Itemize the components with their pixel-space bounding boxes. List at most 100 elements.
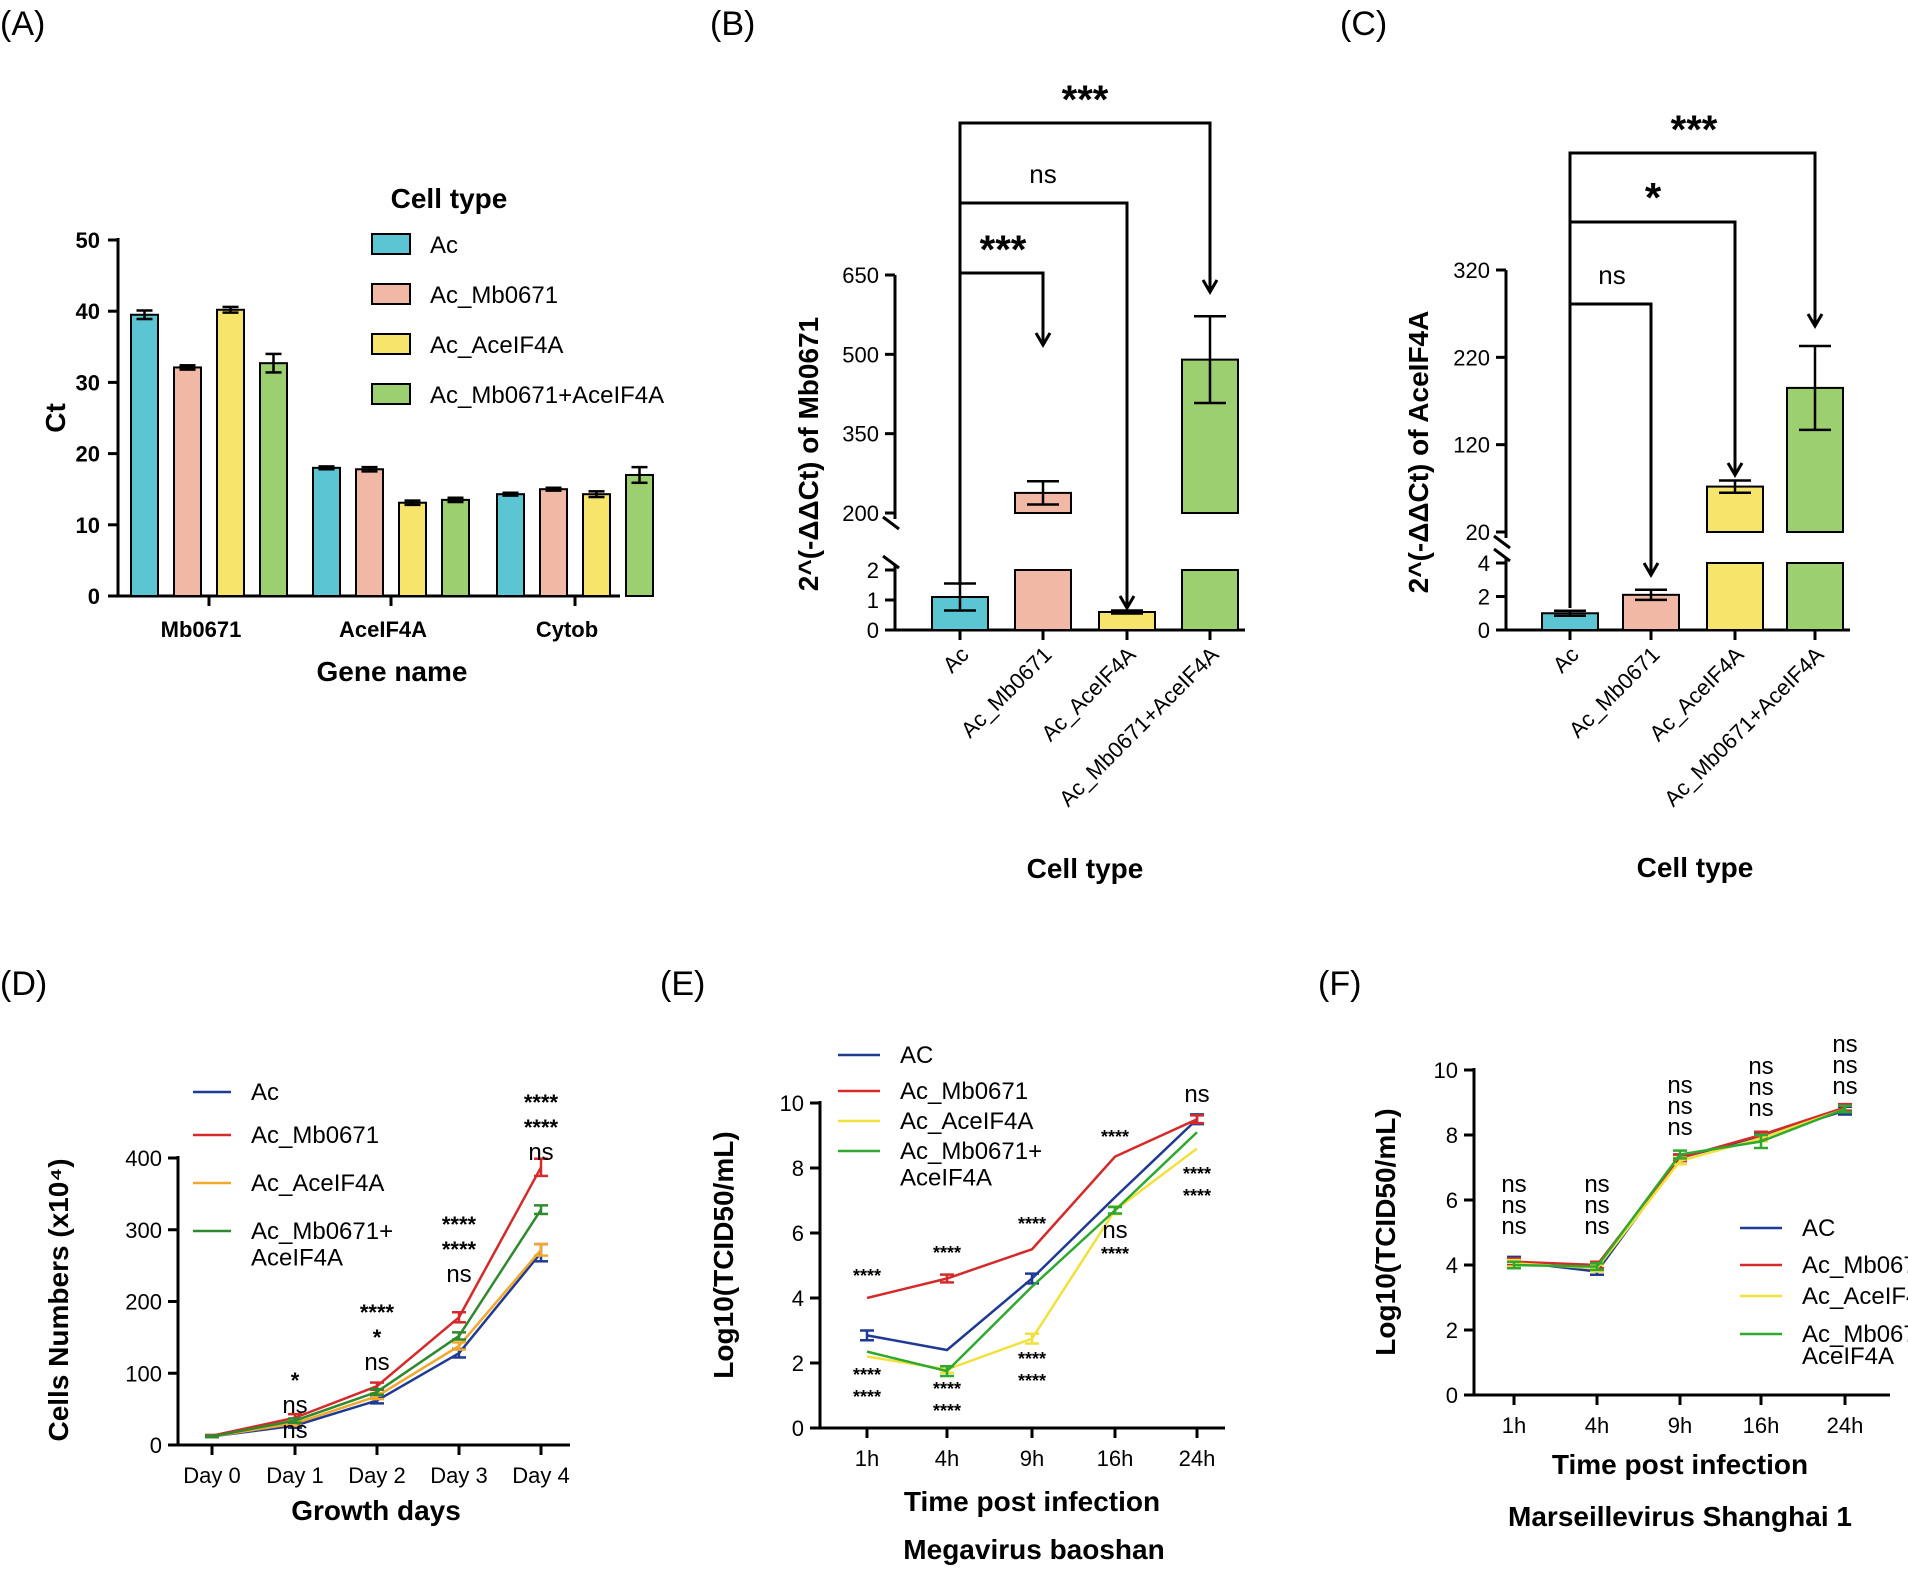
x-tick-label: 16h: [1097, 1446, 1134, 1471]
y-axis-label: 2^(-ΔΔCt) of Mb0671: [793, 317, 824, 591]
error-bar: [1754, 1133, 1768, 1150]
y-tick-label: 400: [125, 1146, 162, 1171]
x-tick-label: 1h: [855, 1446, 879, 1471]
significance-label: ns: [1748, 1074, 1773, 1101]
y-tick-label: 10: [780, 1091, 804, 1116]
error-bar: [502, 491, 519, 497]
significance-label: ns: [1584, 1171, 1609, 1198]
bar: [312, 466, 341, 597]
y-tick-label: 4: [1478, 551, 1490, 576]
x-tick-label: Ac: [1548, 642, 1584, 678]
error-bar: [1719, 479, 1751, 494]
y-tick-label: 320: [1453, 258, 1490, 283]
chart-title: Megavirus baoshan: [903, 1534, 1164, 1565]
error-bar: [265, 352, 282, 374]
series-line: [1507, 1104, 1852, 1272]
panel-label: (E): [660, 965, 705, 1003]
legend-label: Ac_AceIF4A: [900, 1108, 1033, 1135]
x-axis-label: Time post infection: [904, 1486, 1160, 1517]
legend-label: AC: [1802, 1215, 1835, 1242]
error-bar: [631, 465, 648, 485]
y-tick-label: 10: [1434, 1058, 1458, 1083]
y-tick-label: 40: [76, 299, 100, 324]
significance-label: ns: [1832, 1073, 1857, 1100]
y-tick-label: 4: [792, 1286, 804, 1311]
bar: [216, 308, 245, 597]
error-bar: [447, 496, 464, 504]
panel-f-chart: 0 2 4 6 8 10 1h 4h 9h 16h 24h AC Ac_Mb0671 Ac_AceIF4A…: [1370, 1031, 1908, 1532]
significance-label: ****: [933, 1243, 961, 1263]
significance-label: ns: [1584, 1192, 1609, 1219]
bar: [1786, 562, 1844, 631]
bar: [259, 362, 288, 597]
significance-label: ns: [1748, 1053, 1773, 1080]
x-tick-label: Ac_Mb0671+AceIF4A: [1054, 642, 1224, 812]
error-bar: [205, 1434, 219, 1439]
x-axis-label: Growth days: [291, 1495, 461, 1526]
significance-label: ****: [1101, 1127, 1129, 1147]
significance-label: ns: [1501, 1171, 1526, 1198]
panel-c-chart: 02420120220320AcAc_Mb0671Ac_AceIF4AAc_Mb…: [1403, 108, 1850, 883]
axis-break-mark: [882, 554, 900, 570]
bar: [1181, 569, 1239, 631]
bracket-line: [958, 271, 1045, 585]
legend-swatch: [371, 233, 411, 255]
y-tick-label: 30: [76, 370, 100, 395]
x-tick-label: 1h: [1502, 1413, 1526, 1438]
bar: [173, 366, 202, 597]
x-tick-label: 16h: [1743, 1413, 1780, 1438]
significance-bracket: ns: [958, 159, 1136, 611]
legend-swatch: [371, 283, 411, 305]
legend-label: Ac_Mb0671+AceIF4A: [430, 382, 664, 409]
series-line: [205, 1204, 548, 1439]
legend-label: Ac_Mb0671: [251, 1122, 379, 1149]
x-tick-label: 24h: [1827, 1413, 1864, 1438]
panel-d-chart: 0 100 200 300 400 Day 0 Day 1 Day 2 Day 3 Day 4 Ac…: [43, 1079, 570, 1526]
significance-label: ns: [1748, 1095, 1773, 1122]
panel-label: (A): [0, 5, 45, 43]
y-tick-label: 650: [842, 263, 879, 288]
significance-label: *: [1645, 174, 1662, 221]
significance-label: ns: [282, 1392, 307, 1419]
error-bar: [1027, 480, 1059, 506]
series-line: [866, 1114, 1204, 1300]
panel-a-chart: 0 10 20 30 40 50 Mb0671 AceIF4A Cytob Ct Gene name…: [40, 183, 664, 687]
x-tick-label: Mb0671: [161, 617, 242, 642]
y-tick-label: 200: [125, 1290, 162, 1315]
significance-label: ****: [1183, 1186, 1211, 1206]
x-tick-label: Ac: [938, 642, 974, 678]
y-tick-label: 20: [76, 442, 100, 467]
x-tick-label: Day 0: [183, 1463, 240, 1488]
error-bar: [588, 490, 605, 499]
x-tick-label: 24h: [1179, 1446, 1216, 1471]
y-tick-label: 0: [1478, 618, 1490, 643]
significance-label: ns: [1184, 1081, 1209, 1108]
error-bar: [404, 499, 421, 507]
series-path: [866, 1131, 1198, 1373]
bar: [441, 498, 470, 598]
y-tick-label: 0: [792, 1416, 804, 1441]
error-bar: [1190, 1114, 1204, 1125]
y-tick-label: 8: [1446, 1123, 1458, 1148]
significance-label: ns: [1598, 260, 1625, 290]
series-line: [866, 1131, 1198, 1378]
bar: [582, 493, 611, 597]
legend-label: Ac: [251, 1079, 279, 1106]
y-axis-label: Log10(TCID50/mL): [1370, 1108, 1401, 1355]
legend-label: Ac: [430, 232, 458, 259]
y-tick-label: 0: [88, 584, 100, 609]
error-bar: [1673, 1149, 1687, 1160]
bar: [625, 473, 654, 597]
x-axis-label: Cell type: [1637, 852, 1754, 883]
significance-label: ****: [933, 1401, 961, 1421]
bar: [496, 493, 525, 597]
y-tick-label: 2: [1478, 585, 1490, 610]
x-axis-label: Gene name: [317, 656, 468, 687]
y-tick-label: 200: [842, 501, 879, 526]
bracket-arrowhead: [1642, 562, 1660, 578]
y-axis-label: 2^(-ΔΔCt) of AceIF4A: [1403, 311, 1434, 594]
legend-swatch: [371, 333, 411, 355]
significance-label: ns: [1584, 1213, 1609, 1240]
error-bar: [179, 364, 196, 371]
x-axis-label: Time post infection: [1552, 1449, 1808, 1480]
